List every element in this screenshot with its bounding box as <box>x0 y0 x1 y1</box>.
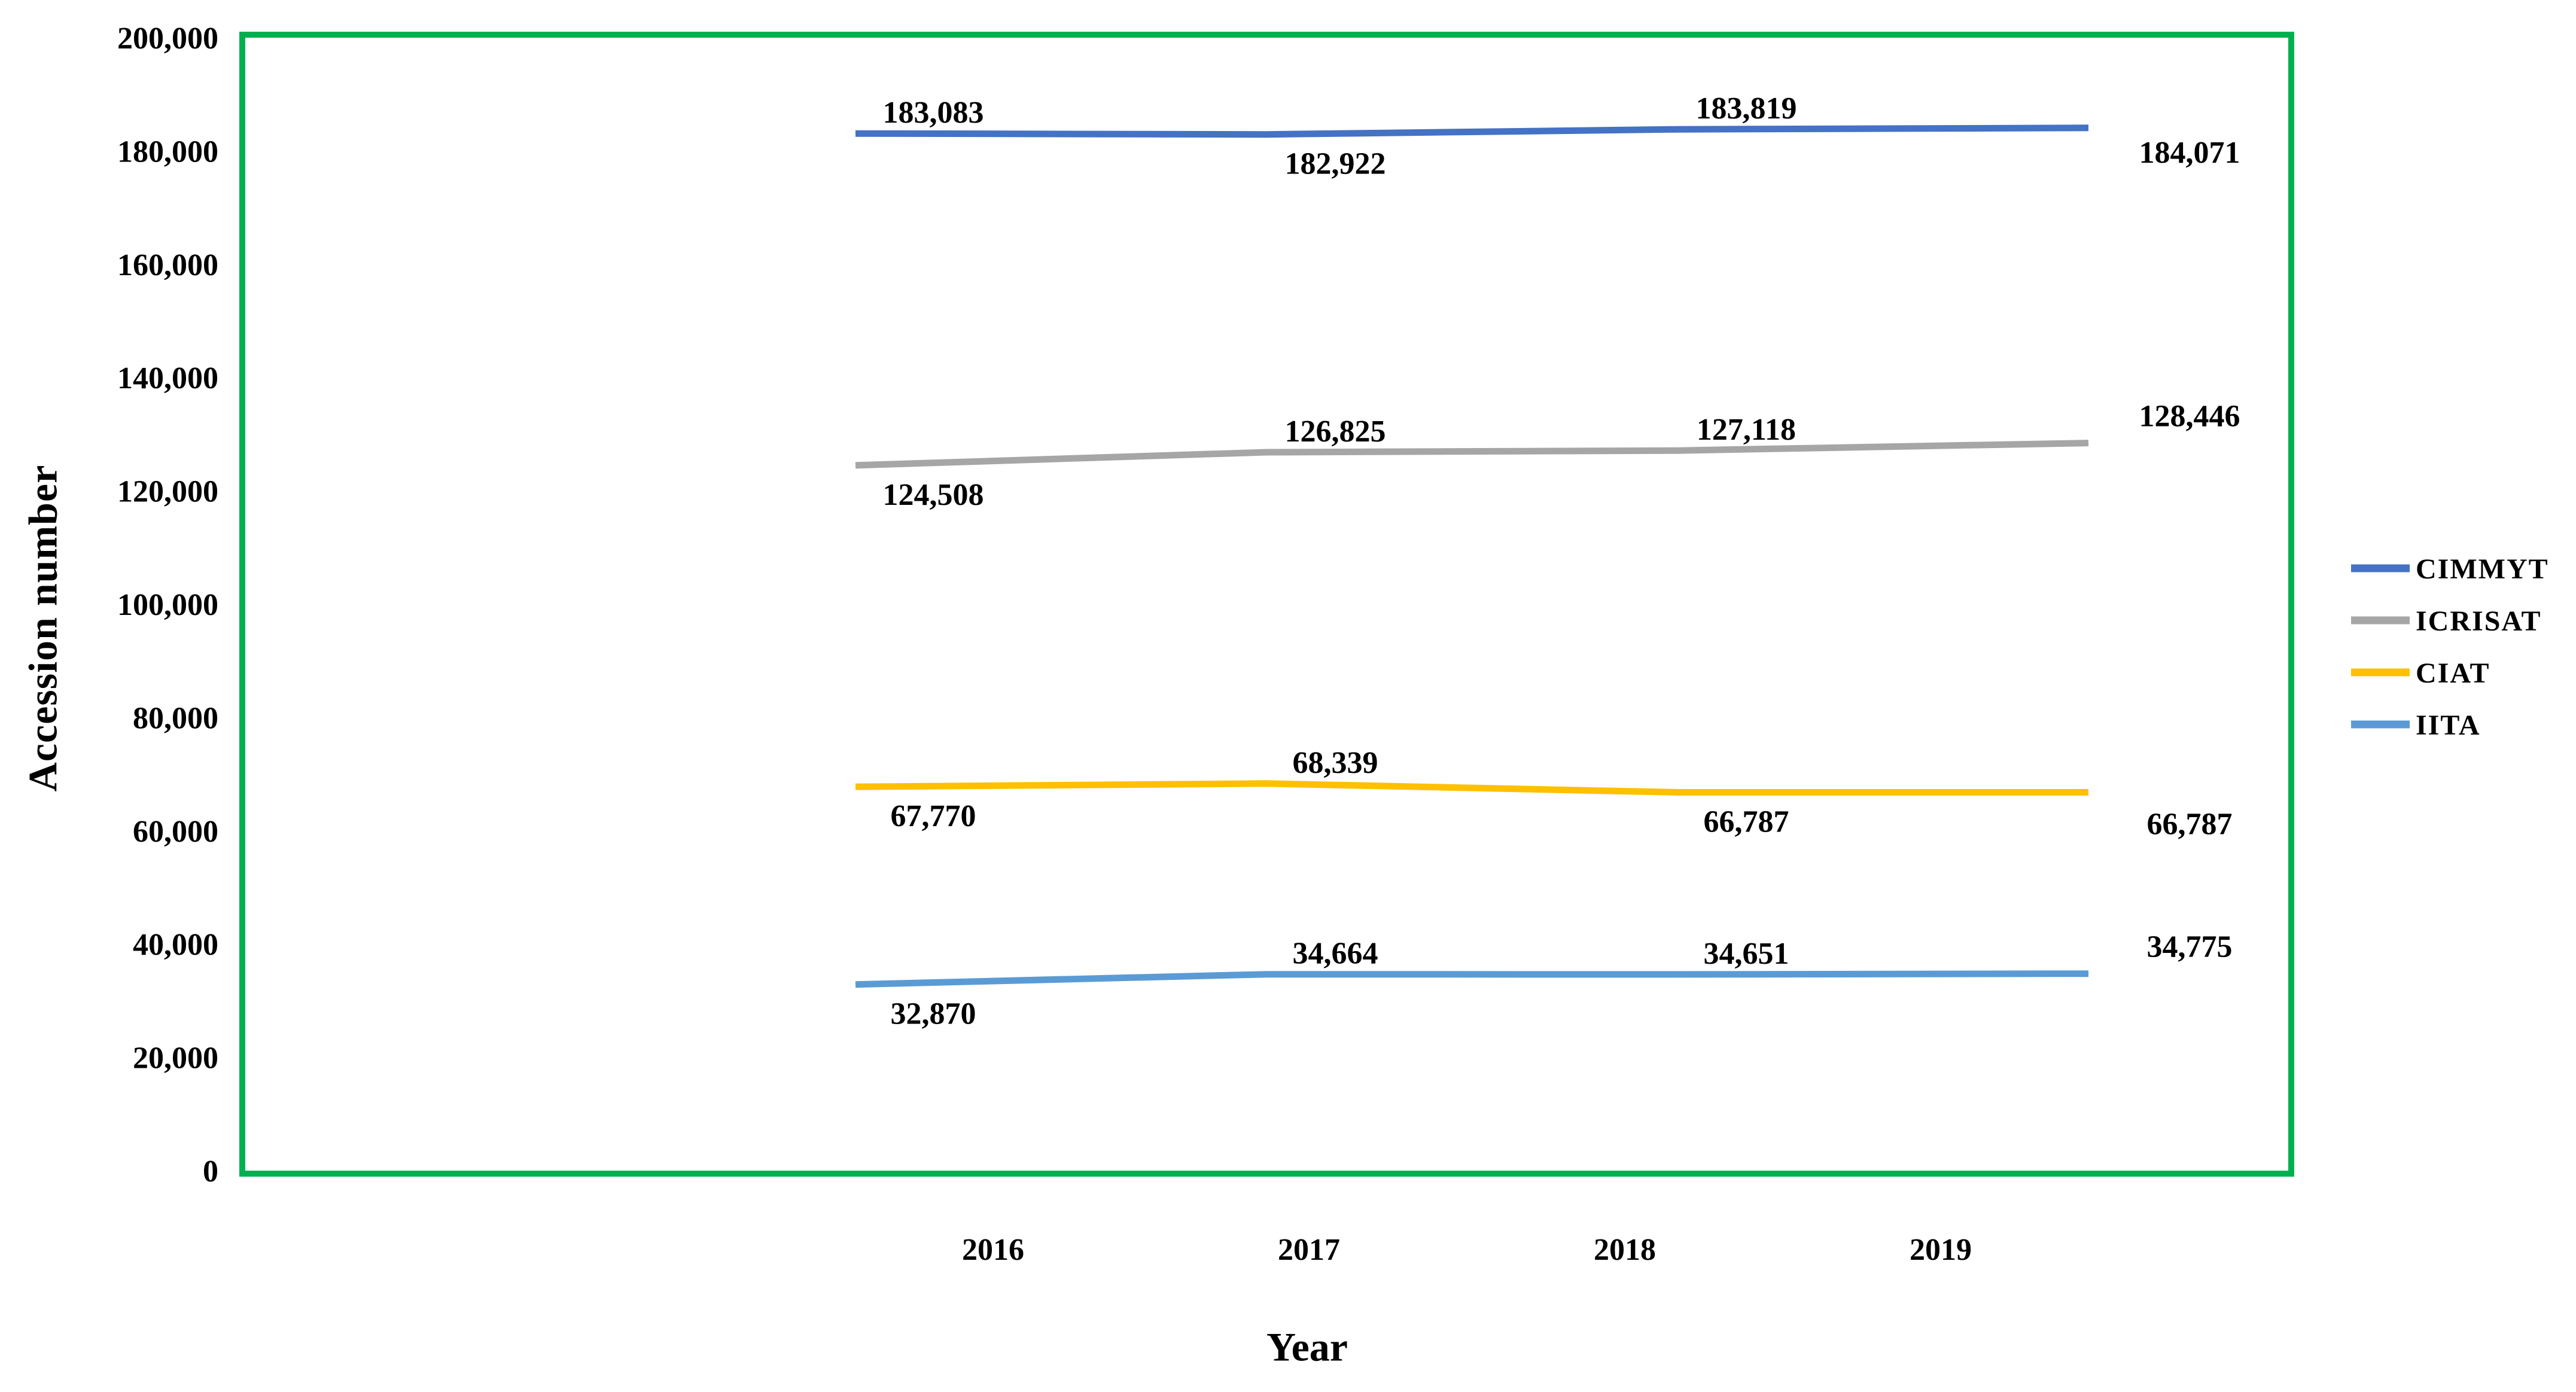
data-label-CIAT: 66,787 <box>1704 805 1789 839</box>
data-label-CIMMYT: 183,819 <box>1696 92 1797 126</box>
data-label-CIAT: 68,339 <box>1293 746 1378 780</box>
data-label-ICRISAT: 128,446 <box>2139 400 2240 434</box>
y-tick-label: 0 <box>203 1155 218 1189</box>
x-axis-title: Year <box>1266 1324 1348 1370</box>
data-label-CIMMYT: 182,922 <box>1285 147 1386 181</box>
y-tick-label: 60,000 <box>133 815 218 849</box>
plot-border <box>239 32 2294 1177</box>
x-tick-label: 2019 <box>1910 1233 1972 1267</box>
data-label-IITA: 34,664 <box>1293 937 1378 971</box>
series-line-CIMMYT <box>855 124 2089 138</box>
data-label-CIMMYT: 183,083 <box>883 96 984 130</box>
data-label-IITA: 32,870 <box>891 997 976 1031</box>
data-label-CIAT: 67,770 <box>891 799 976 833</box>
data-label-IITA: 34,651 <box>1704 937 1789 971</box>
data-label-ICRISAT: 126,825 <box>1285 415 1386 449</box>
y-tick-label: 80,000 <box>133 701 218 735</box>
x-tick-label: 2016 <box>962 1233 1024 1267</box>
data-label-ICRISAT: 124,508 <box>883 478 984 512</box>
data-label-CIMMYT: 184,071 <box>2139 136 2240 170</box>
legend-label-CIAT: CIAT <box>2416 657 2490 689</box>
data-label-ICRISAT: 127,118 <box>1697 413 1796 447</box>
y-tick-label: 120,000 <box>117 475 218 509</box>
y-axis-title: Accession number <box>20 464 66 792</box>
y-tick-label: 20,000 <box>133 1041 218 1076</box>
y-tick-label: 160,000 <box>117 248 218 282</box>
legend-label-ICRISAT: ICRISAT <box>2416 605 2542 637</box>
legend-label-IITA: IITA <box>2416 709 2480 741</box>
y-tick-label: 140,000 <box>117 361 218 395</box>
x-tick-label: 2017 <box>1278 1233 1340 1267</box>
legend-label-CIMMYT: CIMMYT <box>2416 553 2549 585</box>
y-tick-label: 100,000 <box>117 588 218 622</box>
y-tick-label: 200,000 <box>117 22 218 56</box>
data-label-CIAT: 66,787 <box>2147 808 2233 842</box>
data-label-IITA: 34,775 <box>2147 930 2233 964</box>
series-line-CIAT <box>855 780 2088 796</box>
y-tick-label: 180,000 <box>117 135 218 169</box>
series-line-ICRISAT <box>855 440 2089 469</box>
series-line-IITA <box>855 970 2089 988</box>
y-tick-label: 40,000 <box>133 928 218 962</box>
x-tick-label: 2018 <box>1594 1233 1656 1267</box>
